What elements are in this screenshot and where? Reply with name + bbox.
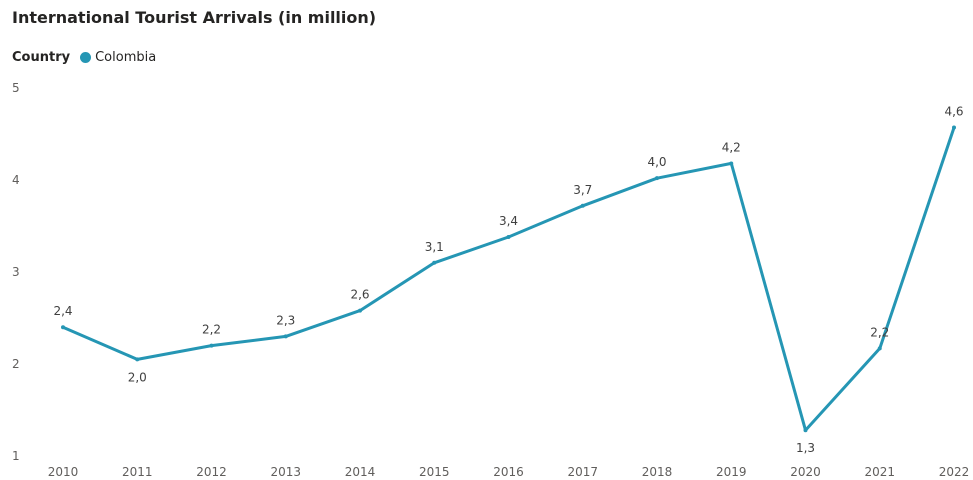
data-label: 3,7 [573, 183, 592, 197]
legend-item-colombia[interactable]: Colombia [95, 50, 157, 65]
x-tick-label: 2019 [716, 465, 747, 479]
data-label: 2,2 [202, 323, 221, 337]
data-point [358, 308, 362, 313]
data-point [506, 235, 511, 240]
data-label: 4,0 [647, 155, 666, 169]
data-point [61, 325, 65, 330]
x-tick-label: 2016 [493, 465, 524, 479]
legend-title: Country [12, 50, 71, 65]
data-label: 3,1 [425, 240, 444, 254]
data-label: 4,6 [944, 105, 963, 119]
data-point [432, 260, 437, 265]
data-label: 3,4 [499, 214, 518, 228]
data-label: 2,2 [870, 325, 889, 339]
data-point [729, 161, 734, 166]
data-point [209, 343, 214, 348]
data-point [580, 203, 585, 208]
x-tick-label: 2013 [270, 465, 301, 479]
y-tick-label: 5 [12, 81, 20, 95]
x-tick-label: 2014 [345, 465, 376, 479]
x-tick-label: 2022 [939, 465, 970, 479]
x-tick-label: 2015 [419, 465, 450, 479]
data-label: 1,3 [796, 441, 815, 455]
y-tick-label: 4 [12, 173, 20, 187]
data-label: 2,0 [128, 370, 147, 384]
data-label: 2,3 [276, 313, 295, 327]
data-label: 2,4 [53, 304, 72, 318]
legend: Country Colombia [12, 50, 156, 65]
x-tick-label: 2021 [864, 465, 895, 479]
data-point [952, 125, 956, 130]
data-label: 2,6 [350, 288, 369, 302]
data-point [283, 334, 288, 339]
data-point [655, 176, 659, 181]
chart-title: International Tourist Arrivals (in milli… [12, 8, 377, 27]
x-tick-label: 2020 [790, 465, 821, 479]
x-tick-label: 2011 [122, 465, 153, 479]
y-tick-label: 3 [12, 265, 20, 279]
data-point [877, 346, 882, 351]
series-line-colombia [61, 126, 956, 432]
y-tick-label: 1 [12, 449, 20, 463]
x-tick-label: 2012 [196, 465, 227, 479]
x-tick-label: 2010 [48, 465, 79, 479]
data-label: 4,2 [722, 140, 741, 154]
data-point [803, 428, 808, 433]
y-tick-label: 2 [12, 357, 20, 371]
data-point [135, 357, 140, 362]
x-tick-label: 2017 [567, 465, 598, 479]
x-tick-label: 2018 [642, 465, 673, 479]
legend-marker-icon [80, 52, 92, 63]
